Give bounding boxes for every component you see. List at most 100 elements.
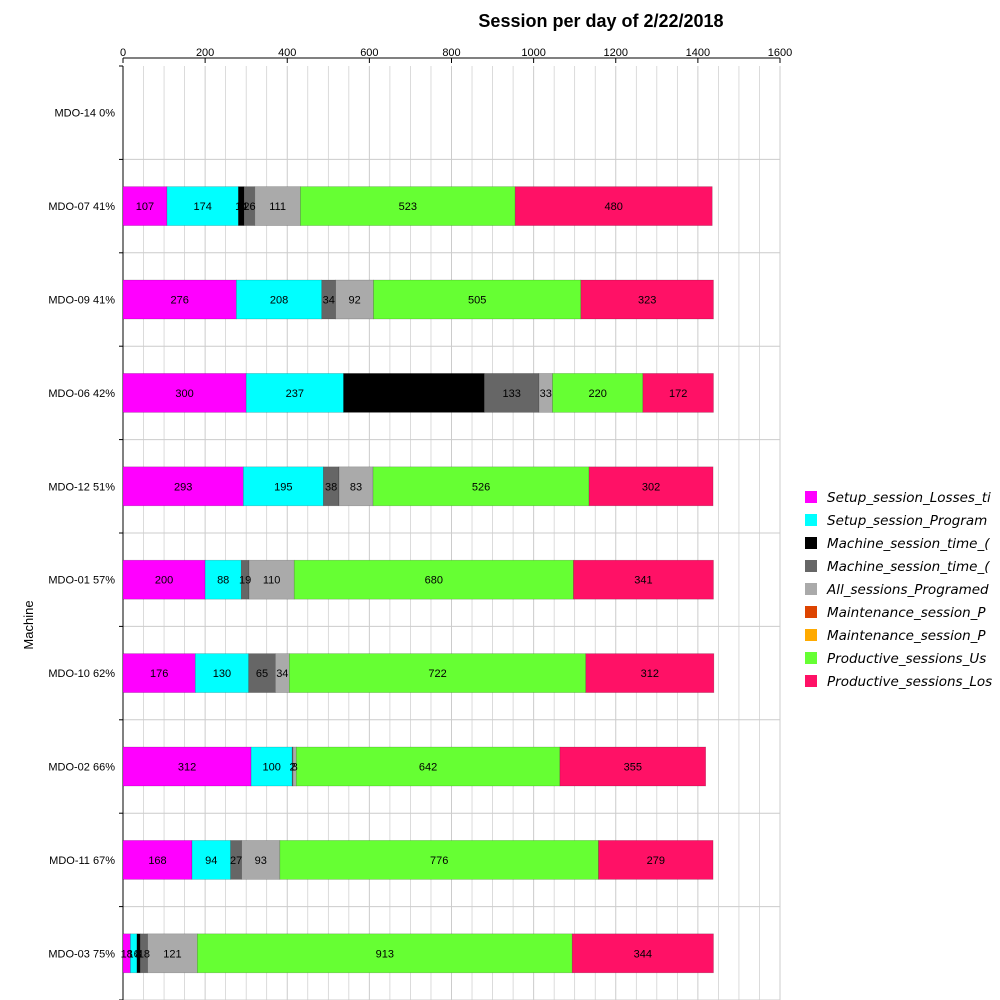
bar-segment xyxy=(514,186,713,226)
bar-value-label: 480 xyxy=(605,201,623,213)
bar-segment xyxy=(122,186,168,226)
bar-segment xyxy=(373,279,582,320)
legend-swatch xyxy=(805,491,817,503)
bar-segment xyxy=(279,840,599,880)
category-label: MDO-01 57% xyxy=(48,575,115,587)
bar-value-label: 8 xyxy=(292,762,298,774)
bar-segment xyxy=(552,373,644,413)
bar-value-label: 88 xyxy=(217,575,229,587)
legend-swatch xyxy=(805,560,817,572)
bar-segment xyxy=(585,653,715,693)
bar-value-label: 33 xyxy=(540,388,552,400)
bar-segment xyxy=(243,466,324,507)
bar-segment xyxy=(236,279,323,320)
legend-label: Machine_session_time_( xyxy=(827,559,990,575)
bar-value-label: 18 xyxy=(138,948,150,960)
bar-value-label: 680 xyxy=(425,575,443,587)
bar-segment xyxy=(571,933,714,974)
bar-segment xyxy=(245,373,344,413)
x-tick-label: 1000 xyxy=(521,47,545,59)
axes: 0 200 400 600 800 1000 1200 1400 1600 MDO-14 0% MD… xyxy=(48,47,792,1000)
bar-value-label: 341 xyxy=(634,575,652,587)
legend: Setup_session_Losses_ti Setup_session_Pro… xyxy=(805,490,992,690)
bar-value-label: 722 xyxy=(428,668,446,680)
bar-segment xyxy=(147,933,198,974)
legend-swatch xyxy=(805,675,817,687)
bar-value-label: 65 xyxy=(256,668,268,680)
category-label: MDO-12 51% xyxy=(48,481,115,493)
legend-label: Setup_session_Program xyxy=(827,513,987,529)
bar-segment xyxy=(241,840,281,880)
bar-segment xyxy=(580,279,714,320)
y-axis-title: Machine xyxy=(21,600,36,649)
bar-segment xyxy=(335,279,374,320)
bar-segment xyxy=(295,746,561,787)
bar-value-label: 312 xyxy=(641,668,659,680)
bar-value-label: 220 xyxy=(589,388,607,400)
bar-segment xyxy=(573,559,714,600)
bar-value-label: 83 xyxy=(350,481,362,493)
bar-segment xyxy=(338,466,374,507)
legend-swatch xyxy=(805,537,817,549)
bar-value-label: 26 xyxy=(243,201,255,213)
legend-label: Machine_session_time_( xyxy=(827,536,990,552)
legend-swatch xyxy=(805,583,817,595)
bar-value-label: 913 xyxy=(376,948,394,960)
bar-value-label: 195 xyxy=(274,481,292,493)
chart-title: Session per day of 2/22/2018 xyxy=(478,11,723,31)
bar-value-label: 642 xyxy=(419,762,437,774)
x-tick-label: 1400 xyxy=(686,47,710,59)
bar-value-label: 107 xyxy=(136,201,154,213)
legend-label: All_sessions_Programed xyxy=(826,582,989,598)
bar-value-label: 34 xyxy=(323,295,335,307)
bar-value-label: 279 xyxy=(647,855,665,867)
bar-value-label: 168 xyxy=(148,855,166,867)
bar-value-label: 19 xyxy=(239,575,251,587)
bar-value-label: 302 xyxy=(642,481,660,493)
bar-value-label: 276 xyxy=(170,295,188,307)
bar-segment xyxy=(300,186,516,226)
bar-value-label: 312 xyxy=(178,762,196,774)
x-tick-label: 200 xyxy=(196,47,214,59)
bars xyxy=(122,186,715,974)
bar-segment xyxy=(642,373,714,413)
bar-segment xyxy=(197,933,573,974)
category-label: MDO-09 41% xyxy=(48,295,115,307)
bar-segment xyxy=(191,840,231,880)
x-tick-label: 1600 xyxy=(768,47,792,59)
bar-value-label: 208 xyxy=(270,295,288,307)
bar-value-label: 323 xyxy=(638,295,656,307)
legend-swatch xyxy=(805,606,817,618)
legend-swatch xyxy=(805,514,817,526)
bar-value-label: 174 xyxy=(193,201,211,213)
bar-value-label: 110 xyxy=(263,575,281,587)
category-label: MDO-03 75% xyxy=(48,948,115,960)
bar-value-label: 505 xyxy=(468,295,486,307)
category-label: MDO-07 41% xyxy=(48,201,115,213)
legend-label: Maintenance_session_P xyxy=(827,605,986,621)
bar-segment xyxy=(204,559,242,600)
legend-label: Productive_sessions_Los xyxy=(827,674,992,690)
bar-value-label: 355 xyxy=(624,762,642,774)
bar-value-label: 2 xyxy=(290,762,296,774)
legend-label: Setup_session_Losses_ti xyxy=(827,490,991,506)
bar-value-label: 94 xyxy=(205,855,217,867)
bar-value-label: 133 xyxy=(502,388,520,400)
bar-value-label: 344 xyxy=(634,948,652,960)
bar-segment xyxy=(289,653,587,693)
legend-swatch xyxy=(805,652,817,664)
bar-value-label: 526 xyxy=(472,481,490,493)
bar-segment xyxy=(122,746,252,787)
bar-value-label: 121 xyxy=(163,948,181,960)
bar-segment xyxy=(122,653,196,693)
bar-segment xyxy=(248,559,295,600)
bar-segment xyxy=(248,653,276,693)
bar-segment xyxy=(588,466,714,507)
bar-value-label: 343 xyxy=(405,388,423,400)
x-tick-label: 800 xyxy=(442,47,460,59)
bar-value-label: 16 xyxy=(128,948,140,960)
legend-label: Maintenance_session_P xyxy=(827,628,986,644)
bar-value-label: 130 xyxy=(213,668,231,680)
bar-value-label: 100 xyxy=(262,762,280,774)
